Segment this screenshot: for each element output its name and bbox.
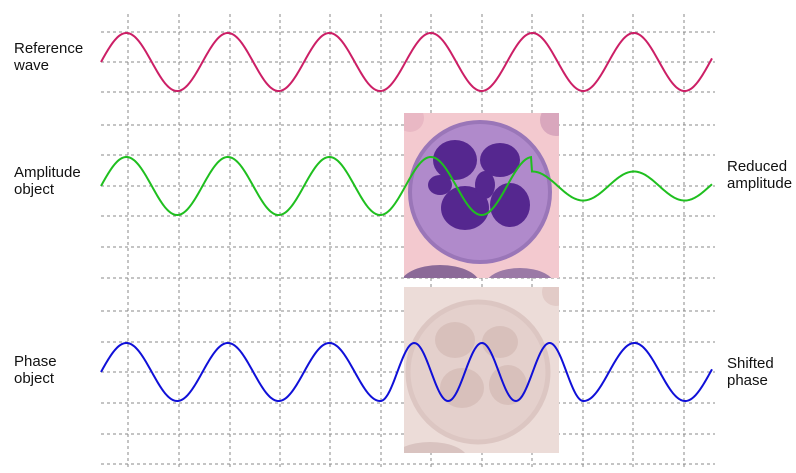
label-line: amplitude <box>727 175 793 192</box>
label-line: wave <box>14 57 50 74</box>
label-line: Reference <box>14 40 84 57</box>
label-line: object <box>14 370 55 387</box>
phase-wave-line <box>100 341 713 403</box>
label-line: object <box>14 181 55 198</box>
label-line: phase <box>727 372 768 389</box>
label-line: Reduced <box>727 158 788 175</box>
reference-wave-line <box>100 31 713 93</box>
stained-cell-image <box>404 113 559 278</box>
label-line: Amplitude <box>14 164 81 181</box>
reference-wave-label: Reference wave <box>14 40 83 74</box>
label-line: Shifted <box>727 355 774 372</box>
shifted-phase-label: Shifted phase <box>727 355 774 389</box>
phase-cell-image <box>404 287 559 453</box>
reduced-amplitude-label: Reduced amplitude <box>727 158 792 192</box>
label-line: Phase <box>14 353 57 370</box>
amplitude-object-label: Amplitude object <box>14 164 81 198</box>
phase-object-label: Phase object <box>14 353 57 387</box>
amplitude-wave-line <box>100 155 713 217</box>
